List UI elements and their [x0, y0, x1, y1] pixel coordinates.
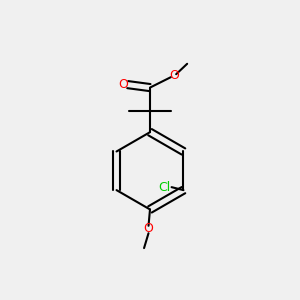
Text: O: O	[118, 78, 128, 91]
Text: O: O	[144, 222, 154, 235]
Text: O: O	[169, 69, 179, 82]
Text: Cl: Cl	[158, 181, 170, 194]
